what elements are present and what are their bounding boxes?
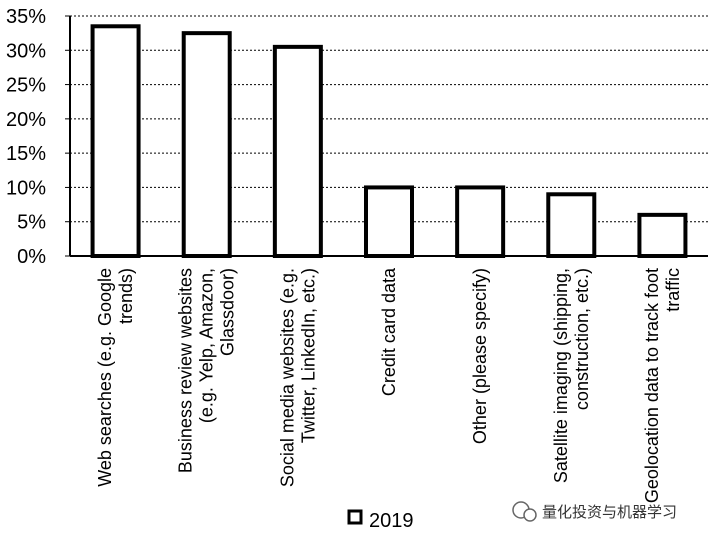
y-tick-label: 35% xyxy=(6,6,46,28)
bar xyxy=(272,44,323,258)
bar xyxy=(546,192,597,259)
y-tick-label: 0% xyxy=(17,246,46,268)
x-tick-label: traffic xyxy=(663,268,683,312)
watermark: 量化投资与机器学习 xyxy=(512,501,677,522)
x-tick-label: Web searches (e.g. Google xyxy=(95,268,115,487)
y-tick-label: 25% xyxy=(6,75,46,97)
legend-swatch xyxy=(347,509,363,525)
legend-label-2019: 2019 xyxy=(369,510,414,532)
bars xyxy=(90,24,688,259)
bar xyxy=(455,185,506,258)
x-tick-label: construction, etc.) xyxy=(572,268,592,410)
x-tick-label: (e.g. Yelp, Amazon, xyxy=(197,268,217,423)
y-tick-label: 15% xyxy=(6,143,46,165)
category-labels: Web searches (e.g. Google trends) Business… xyxy=(95,267,683,503)
x-tick-label: trends) xyxy=(116,268,136,324)
x-tick-label: Twitter, LinkedIn, etc.) xyxy=(298,268,318,443)
x-tick-label: Credit card data xyxy=(379,267,399,396)
x-tick-label: Glassdoor) xyxy=(218,268,238,356)
legend: 2019 xyxy=(347,509,414,532)
x-tick-label: Business review websites xyxy=(176,268,196,473)
bar xyxy=(637,212,688,259)
y-tick-label: 5% xyxy=(17,212,46,234)
y-tick-label: 30% xyxy=(6,40,46,62)
y-axis-ticks: 0% 5% 10% 15% 20% 25% 30% 35% xyxy=(6,6,70,268)
x-tick-label: Geolocation data to track foot xyxy=(642,268,662,503)
watermark-text: 量化投资与机器学习 xyxy=(542,503,677,521)
y-tick-label: 10% xyxy=(6,177,46,199)
x-tick-label: Satellite imaging (shipping, xyxy=(551,268,571,483)
bar xyxy=(90,24,141,258)
bar xyxy=(181,31,232,259)
y-tick-label: 20% xyxy=(6,109,46,131)
wechat-icon xyxy=(512,501,537,522)
bar xyxy=(364,185,414,258)
x-tick-label: Other (please specify) xyxy=(470,268,490,444)
x-tick-label: Social media websites (e.g. xyxy=(277,268,297,487)
